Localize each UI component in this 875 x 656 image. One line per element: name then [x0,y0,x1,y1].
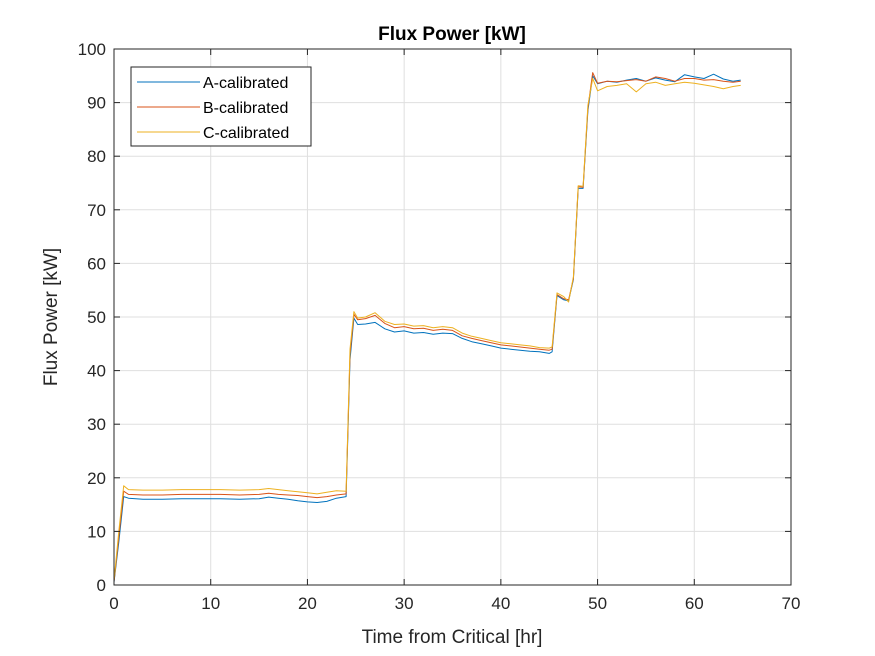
y-tick-label: 80 [87,147,106,166]
x-tick-label: 70 [782,594,801,613]
legend-label-a: A-calibrated [203,75,288,92]
y-tick-label: 70 [87,201,106,220]
x-tick-labels: 0 10 20 30 40 50 60 70 [109,594,800,613]
series-line-a-calibrated [113,73,741,583]
series-line-c-calibrated [113,78,741,581]
legend: A-calibrated B-calibrated C-calibrated [130,66,312,147]
y-tick-label: 40 [87,362,106,381]
legend-label-c: C-calibrated [203,125,289,142]
y-tick-labels: 0 10 20 30 40 50 60 70 80 90 100 [78,40,106,595]
x-tick-label: 30 [395,594,414,613]
y-tick-label: 100 [78,40,106,59]
axis-ticks [113,48,792,586]
x-axis-label: Time from Critical [hr] [362,627,543,648]
y-tick-label: 90 [87,94,106,113]
x-tick-label: 0 [109,594,118,613]
y-tick-label: 50 [87,308,106,327]
series-line-b-calibrated [113,72,741,582]
x-tick-label: 20 [298,594,317,613]
y-tick-label: 10 [87,522,106,541]
y-tick-label: 60 [87,254,106,273]
y-tick-label: 0 [97,576,106,595]
x-tick-label: 50 [588,594,607,613]
y-axis-label: Flux Power [kW] [41,248,62,386]
x-tick-label: 60 [685,594,704,613]
y-tick-label: 20 [87,469,106,488]
x-tick-label: 40 [491,594,510,613]
chart-title: Flux Power [kW] [378,24,526,45]
x-tick-label: 10 [201,594,220,613]
y-tick-label: 30 [87,415,106,434]
series-layer [113,72,741,583]
legend-label-b: B-calibrated [203,100,288,117]
